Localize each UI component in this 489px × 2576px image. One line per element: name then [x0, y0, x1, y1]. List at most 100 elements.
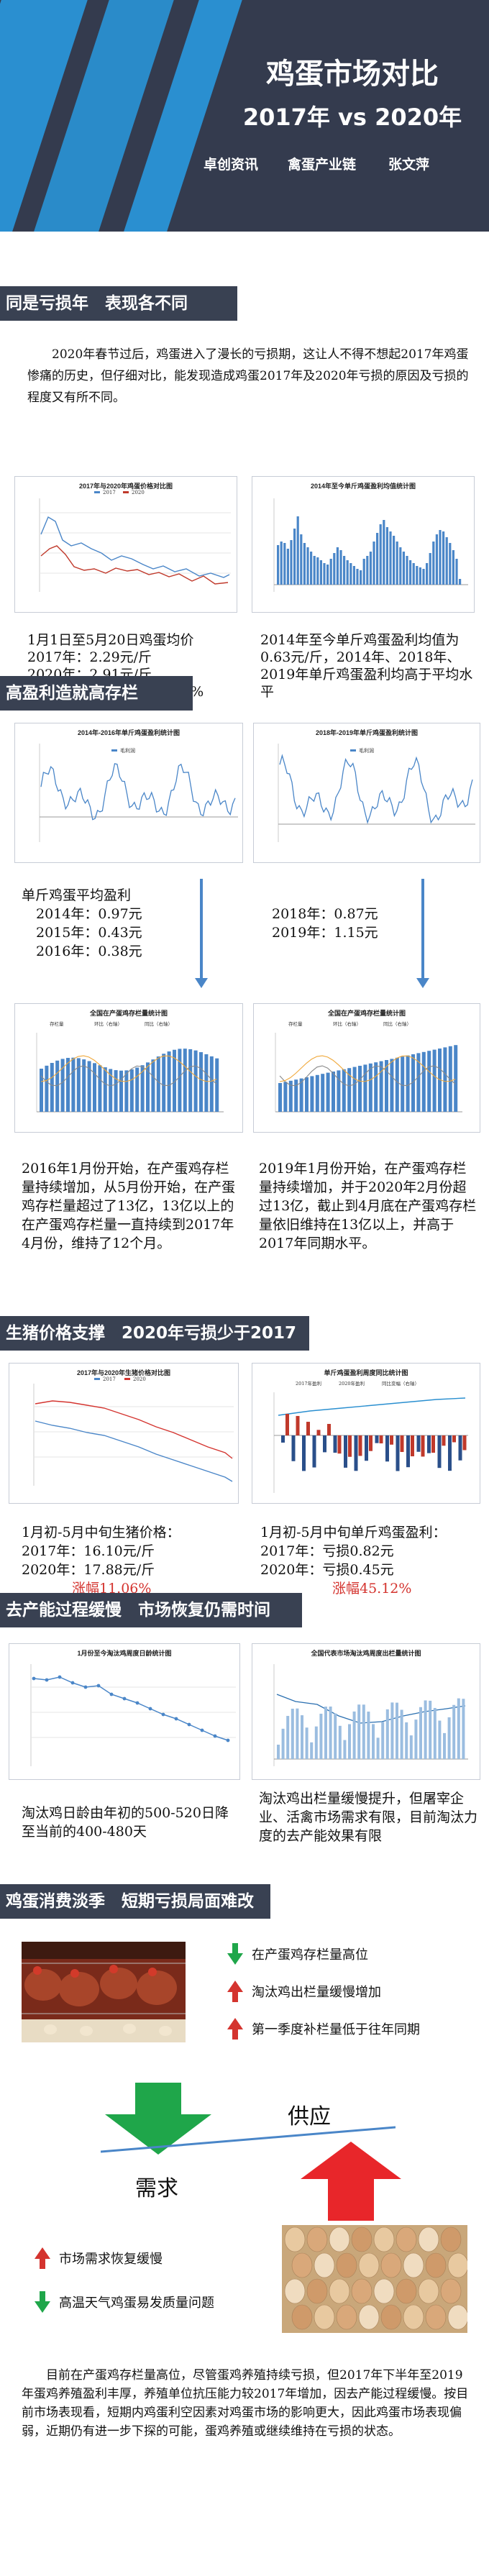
volume-bar — [390, 1702, 394, 1759]
inventory-bar — [368, 1063, 373, 1112]
volume-bar — [286, 1716, 290, 1759]
legend-2017-profit: 2017年盈利 — [296, 1380, 321, 1387]
egg — [329, 2226, 350, 2252]
volume-bar — [301, 1715, 303, 1759]
bar — [310, 552, 313, 585]
inventory-bar — [98, 1065, 102, 1112]
profit-2017-bar — [365, 1435, 368, 1461]
inventory-bar — [358, 1066, 362, 1112]
profit-2020-bar — [452, 1435, 456, 1443]
bar — [303, 543, 306, 585]
profit-2020-bar — [369, 1435, 373, 1451]
summary-line: 2020年：亏损0.45元 — [260, 1562, 394, 1578]
bar — [343, 556, 346, 585]
inventory-bar — [283, 1082, 288, 1112]
volume-bar — [324, 1707, 327, 1759]
bar — [412, 563, 415, 585]
inventory-bar — [156, 1056, 160, 1112]
volume-bar — [400, 1709, 403, 1759]
profit-2017-bar — [427, 1435, 431, 1453]
chart-inventory-right: 全国在产蛋鸡存栏量统计图 存栏量 环比（右轴） 同比（右轴） — [253, 1003, 480, 1133]
inventory-bar — [87, 1061, 91, 1112]
chart-profit-2014-now: 2014年至今单斤鸡蛋盈利均值统计图 — [252, 476, 475, 613]
bar — [393, 536, 396, 585]
legend-mom: 环比（右轴） — [333, 1020, 361, 1027]
inventory-bar — [416, 1053, 421, 1112]
inventory-bar — [209, 1056, 214, 1112]
inventory-bar — [40, 1069, 43, 1112]
inventory-bar — [129, 1069, 134, 1112]
profit-2017-bar — [448, 1435, 452, 1471]
volume-bar — [433, 1707, 437, 1759]
inventory-bar — [374, 1062, 378, 1112]
inventory-bar — [342, 1069, 346, 1112]
inventory-bar — [55, 1060, 60, 1112]
factor-text: 第一季度补栏量低于往年同期 — [252, 2022, 420, 2037]
profit-2017-bar — [354, 1435, 358, 1471]
data-point — [32, 1676, 36, 1681]
inventory-text-right: 2019年1月份开始，在产蛋鸡存栏量持续增加，并于2020年2月份超过13亿，截… — [259, 1161, 477, 1251]
legend-2020: 2020 — [133, 1376, 146, 1382]
supply-label: 供应 — [288, 2104, 331, 2129]
bar — [459, 579, 462, 585]
profit-line — [279, 754, 473, 824]
inventory-bar — [140, 1065, 145, 1112]
legend-mom: 环比（右轴） — [94, 1020, 122, 1027]
supply-down-arrow-icon — [105, 2083, 211, 2155]
chart-title: 1月份至今淘汰鸡周度日龄统计图 — [77, 1650, 172, 1657]
bar — [356, 569, 359, 585]
data-point — [148, 1707, 152, 1711]
profit-2017-bar — [302, 1435, 306, 1471]
legend-yoy: 同比（右轴） — [145, 1020, 173, 1027]
avg-profit-left: 单斤鸡蛋平均盈利 2014年：0.97元 2015年：0.43元 2016年：0… — [22, 886, 180, 961]
factor-row: 高温天气鸡蛋易发质量问题 — [35, 2291, 214, 2313]
profit-2017-bar — [406, 1435, 410, 1468]
inventory-bar — [347, 1068, 352, 1112]
volume-line — [276, 1694, 466, 1724]
inventory-bar — [443, 1047, 447, 1112]
chart-title: 2014年至今单斤鸡蛋盈利均值统计图 — [310, 483, 416, 490]
profit-2020-bar — [431, 1435, 435, 1453]
profit-2020-bar — [442, 1435, 446, 1446]
data-point — [109, 1692, 114, 1696]
chart-culled-hen-volume: 全国代表市场淘汰鸡周度出栏量统计图 — [252, 1643, 480, 1780]
profit-2017-bar — [458, 1435, 462, 1461]
inventory-bar — [427, 1051, 431, 1112]
section-4-title: 去产能过程缓慢 市场恢复仍需时间 — [0, 1593, 302, 1627]
inventory-bar — [421, 1051, 426, 1112]
summary-line: 2017年：16.10元/斤 — [22, 1543, 155, 1559]
bar — [319, 560, 322, 585]
inventory-bar — [332, 1072, 335, 1112]
legend-2017: 2017 — [103, 1376, 116, 1382]
bar — [369, 552, 372, 585]
volume-bar — [405, 1722, 408, 1759]
volume-bar — [462, 1699, 465, 1759]
chart-title: 全国代表市场淘汰鸡周度出栏量统计图 — [311, 1650, 421, 1657]
volume-bar — [329, 1707, 332, 1759]
egg — [306, 2278, 328, 2304]
chart-title: 2014年-2016年单斤鸡蛋盈利统计图 — [77, 729, 180, 736]
egg — [396, 2226, 417, 2252]
volume-bar — [452, 1704, 456, 1759]
bar — [296, 516, 299, 585]
bar — [280, 542, 283, 585]
inventory-bar — [146, 1062, 150, 1112]
profit-2020-bar — [411, 1435, 414, 1457]
profit-summary: 2014年至今单斤鸡蛋盈利均值为0.63元/斤，2014年、2018年、2019… — [260, 632, 473, 700]
summary-line: 2017年：2.29元/斤 — [27, 649, 152, 665]
egg — [380, 2304, 402, 2330]
bar — [455, 559, 458, 585]
bar — [346, 560, 349, 585]
profit-line-text: 2015年：0.43元 — [36, 925, 142, 941]
bar — [300, 534, 303, 585]
egg — [358, 2304, 380, 2330]
author-3: 张文萍 — [388, 157, 430, 173]
bar-chart — [273, 498, 468, 592]
pig-price-change: 涨幅11.06% — [72, 1581, 152, 1597]
volume-bar — [296, 1708, 299, 1759]
inventory-bar — [173, 1049, 176, 1112]
data-point — [96, 1684, 101, 1688]
egg — [403, 2304, 424, 2330]
profit-2020-bar — [379, 1435, 383, 1444]
inventory-bar — [363, 1064, 367, 1112]
